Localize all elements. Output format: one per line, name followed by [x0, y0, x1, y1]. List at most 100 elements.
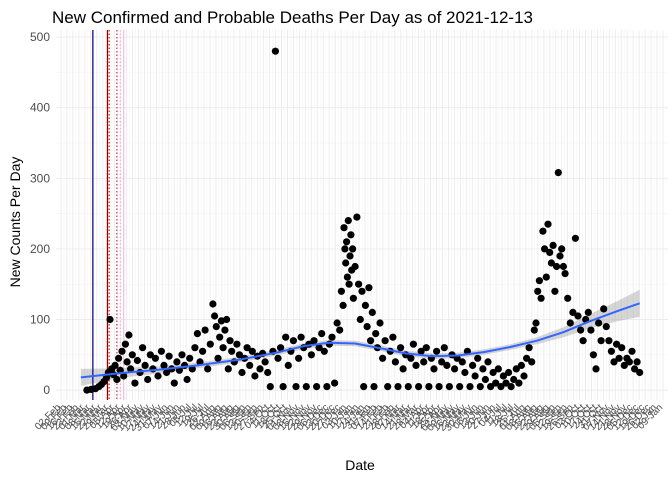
data-point: [539, 227, 547, 235]
data-point: [154, 372, 162, 380]
data-point: [226, 337, 234, 345]
data-point: [532, 319, 540, 327]
data-point: [206, 340, 214, 348]
data-point: [355, 280, 363, 288]
data-point: [399, 365, 407, 373]
data-point: [106, 315, 114, 324]
x-axis-ticks: 02-Feb09-Feb16-Feb23-Feb01-Mar08-Mar15-M…: [33, 402, 665, 434]
data-point: [165, 352, 173, 360]
data-point: [223, 315, 231, 324]
data-point: [331, 379, 339, 387]
data-point: [541, 245, 549, 253]
data-points: [83, 47, 644, 394]
data-point: [219, 344, 227, 352]
data-point: [628, 347, 636, 355]
data-point: [295, 354, 303, 362]
plot-gridlines: [56, 30, 668, 400]
data-point: [631, 365, 639, 373]
data-point: [394, 383, 402, 391]
data-point: [318, 330, 326, 338]
data-point: [469, 361, 477, 369]
data-point: [595, 319, 603, 327]
y-axis-ticks: 0 100 200 300 400 500: [30, 30, 50, 397]
data-point: [397, 344, 405, 352]
data-point: [211, 312, 219, 320]
data-point: [310, 337, 318, 345]
data-point: [146, 351, 154, 359]
data-point: [549, 241, 557, 249]
data-point: [479, 365, 487, 373]
data-point: [466, 383, 474, 391]
data-point: [246, 361, 254, 369]
data-point: [535, 277, 544, 285]
data-point: [615, 354, 623, 362]
data-point: [577, 326, 585, 334]
data-point: [228, 347, 236, 355]
data-point: [183, 375, 191, 384]
data-point: [160, 361, 168, 369]
data-point: [564, 294, 572, 302]
data-point: [553, 262, 561, 271]
data-point: [139, 344, 147, 352]
data-point: [302, 383, 310, 391]
data-point: [618, 344, 626, 352]
data-point: [214, 354, 222, 362]
data-point: [497, 383, 505, 391]
data-point: [289, 337, 297, 345]
data-point: [271, 47, 279, 55]
data-point: [315, 344, 323, 352]
data-point: [625, 358, 634, 366]
data-point: [517, 361, 526, 369]
data-point: [339, 301, 347, 309]
data-point: [360, 383, 368, 391]
data-point: [235, 351, 243, 359]
data-point: [537, 294, 545, 302]
data-point: [347, 231, 355, 239]
y-tick-label: 300: [30, 171, 50, 185]
data-point: [636, 368, 644, 377]
data-point: [297, 333, 305, 341]
data-point: [178, 351, 186, 359]
data-point: [282, 333, 290, 341]
data-point: [224, 365, 232, 373]
data-point: [111, 361, 119, 369]
data-point: [510, 375, 518, 384]
data-point: [127, 365, 135, 373]
data-point: [323, 383, 331, 391]
data-point: [248, 347, 256, 355]
data-point: [569, 308, 577, 316]
data-point: [409, 340, 417, 348]
data-point: [325, 340, 333, 348]
data-point: [561, 270, 569, 278]
data-point: [351, 262, 359, 271]
data-point: [365, 284, 373, 292]
data-point: [337, 287, 345, 295]
data-point: [204, 365, 212, 373]
data-point: [489, 368, 497, 377]
data-point: [157, 347, 165, 355]
data-point: [201, 326, 209, 334]
data-point: [481, 375, 489, 384]
data-point: [193, 330, 201, 338]
data-point: [345, 280, 353, 288]
data-point: [191, 344, 199, 352]
data-point: [484, 358, 492, 366]
data-point: [607, 347, 616, 355]
data-point: [556, 252, 564, 260]
data-point: [349, 294, 357, 302]
data-point: [440, 344, 448, 352]
data-point: [492, 379, 500, 387]
data-point: [499, 372, 507, 380]
data-point: [461, 368, 469, 377]
data-point: [422, 344, 430, 352]
data-point: [571, 234, 580, 242]
data-point: [445, 383, 453, 391]
data-point: [381, 337, 389, 345]
data-point: [336, 326, 344, 334]
data-point: [547, 259, 556, 267]
data-point: [544, 220, 552, 228]
data-point: [430, 365, 438, 373]
data-point: [212, 323, 220, 331]
data-point: [451, 365, 459, 373]
